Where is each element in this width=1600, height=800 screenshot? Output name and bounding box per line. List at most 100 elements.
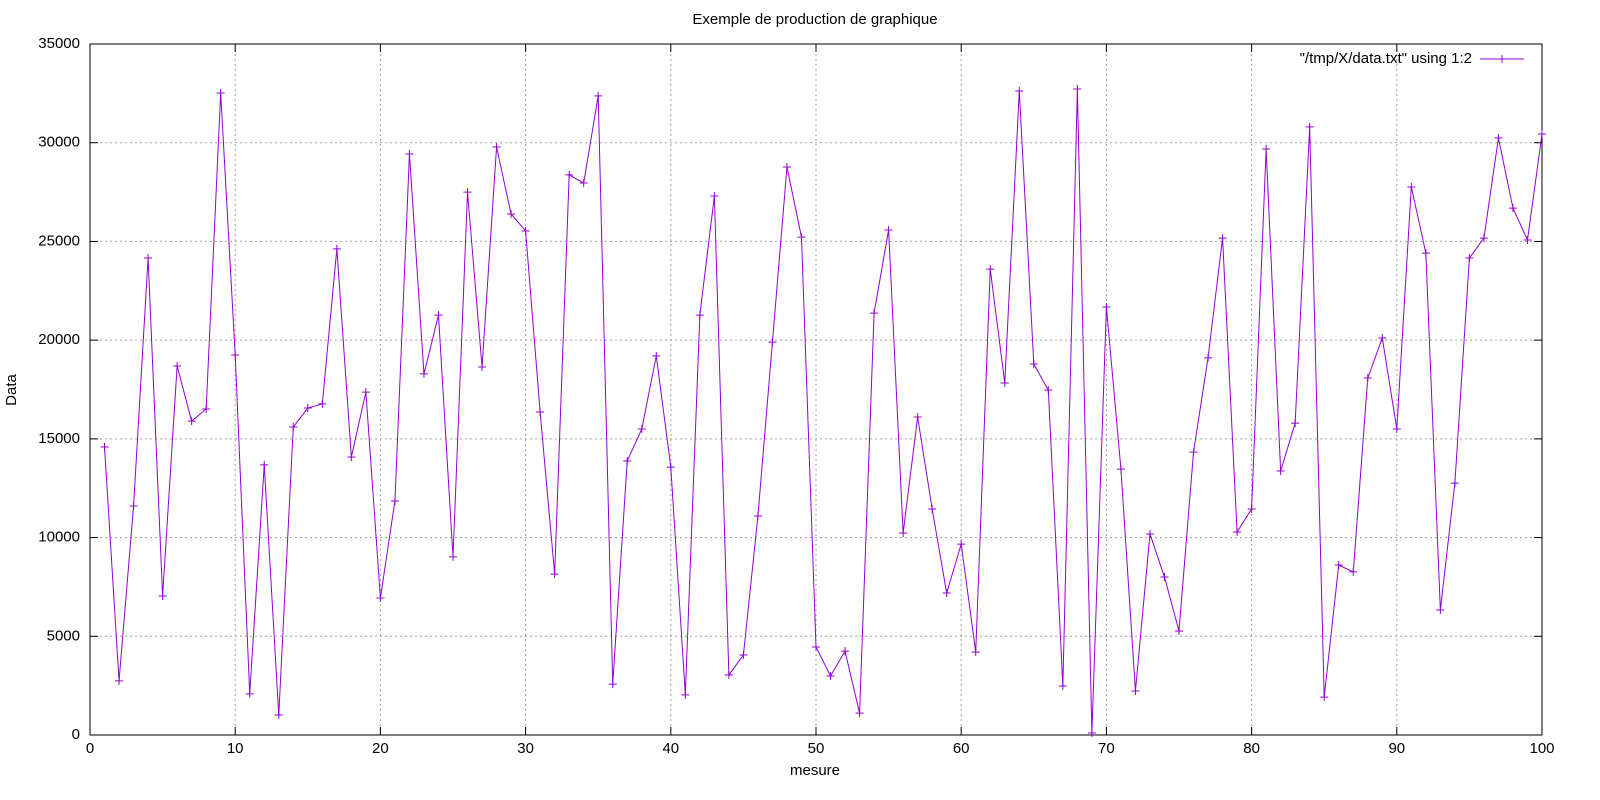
data-point — [870, 309, 879, 318]
data-point — [913, 412, 922, 421]
data-point — [1102, 302, 1111, 311]
data-point — [550, 570, 559, 579]
data-point — [536, 408, 545, 417]
data-point — [1276, 467, 1285, 476]
data-line — [104, 89, 1543, 734]
data-point — [1029, 360, 1038, 369]
data-point — [318, 399, 327, 408]
data-point — [768, 338, 777, 347]
x-tick-label: 100 — [1529, 740, 1554, 757]
y-tick-label: 10000 — [38, 529, 80, 546]
data-point — [1421, 249, 1430, 258]
x-tick-label: 70 — [1098, 740, 1115, 757]
data-point — [1479, 234, 1488, 243]
data-point — [115, 676, 124, 685]
y-tick-label: 15000 — [38, 430, 80, 447]
data-point — [1349, 567, 1358, 576]
data-point — [158, 592, 167, 601]
data-point — [1508, 204, 1517, 213]
data-point — [1465, 254, 1474, 263]
data-point — [1116, 465, 1125, 474]
y-tick-label: 5000 — [47, 627, 80, 644]
data-point — [826, 671, 835, 680]
data-point — [1378, 333, 1387, 342]
data-point — [1291, 419, 1300, 428]
x-tick-label: 10 — [227, 740, 244, 757]
legend-label: "/tmp/X/data.txt" using 1:2 — [1300, 50, 1472, 67]
data-point — [1000, 378, 1009, 387]
data-point — [637, 424, 646, 433]
data-point — [1218, 234, 1227, 243]
data-point — [1392, 424, 1401, 433]
x-tick-label: 50 — [808, 740, 825, 757]
data-point — [695, 311, 704, 320]
y-tick-label: 20000 — [38, 331, 80, 348]
data-point — [419, 369, 428, 378]
data-point — [129, 501, 138, 510]
data-point — [347, 453, 356, 462]
data-point — [521, 226, 530, 235]
x-tick-label: 40 — [662, 740, 679, 757]
data-point — [507, 209, 516, 218]
data-point — [449, 552, 457, 561]
data-point — [579, 178, 588, 187]
data-point — [1407, 182, 1416, 191]
data-point — [855, 709, 864, 718]
data-point — [623, 456, 632, 465]
x-tick-label: 60 — [953, 740, 970, 757]
data-point — [753, 512, 762, 521]
x-axis-label: mesure — [790, 762, 840, 779]
data-point — [1233, 528, 1242, 537]
data-point — [884, 225, 893, 234]
data-point — [652, 351, 661, 360]
data-point — [274, 711, 283, 720]
data-point — [1247, 504, 1256, 513]
data-point — [1175, 626, 1183, 635]
data-point — [1015, 86, 1024, 95]
data-point — [812, 642, 820, 651]
data-point — [1073, 85, 1082, 94]
data-point — [1058, 682, 1067, 691]
data-point — [1189, 448, 1198, 457]
data-point — [187, 417, 196, 426]
data-point — [1044, 386, 1053, 395]
data-point — [1145, 530, 1154, 539]
data-point — [1320, 693, 1329, 702]
data-point — [376, 593, 385, 602]
data-point — [303, 404, 312, 413]
data-point — [1436, 606, 1445, 615]
data-point — [1523, 236, 1532, 245]
data-point — [390, 497, 399, 506]
data-point — [260, 460, 269, 469]
data-point — [100, 442, 109, 451]
data-point — [594, 91, 603, 100]
data-point — [144, 254, 153, 263]
data-point — [1204, 353, 1213, 362]
data-point — [1262, 145, 1271, 154]
data-point — [1087, 729, 1096, 738]
data-point — [724, 670, 733, 679]
data-point — [289, 423, 298, 432]
plot-border — [89, 43, 1543, 736]
data-point — [1160, 573, 1169, 582]
data-point — [739, 651, 748, 660]
data-point — [986, 265, 995, 274]
x-tick-label: 90 — [1388, 740, 1405, 757]
data-point — [332, 244, 341, 253]
data-point — [957, 540, 966, 549]
data-point — [478, 362, 487, 371]
data-point — [361, 388, 370, 397]
data-point — [899, 529, 908, 538]
data-point — [1538, 130, 1546, 139]
y-axis-label: Data — [3, 374, 20, 406]
data-point — [666, 463, 675, 472]
data-point — [1494, 133, 1503, 142]
x-tick-label: 0 — [86, 740, 94, 757]
data-point — [216, 88, 225, 97]
data-point — [942, 589, 951, 598]
x-tick-label: 30 — [517, 740, 534, 757]
data-point — [1305, 122, 1314, 131]
data-point — [681, 690, 690, 699]
data-point — [1450, 479, 1459, 488]
